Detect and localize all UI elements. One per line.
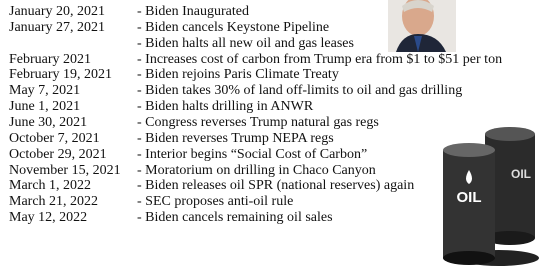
event: - Interior begins “Social Cost of Carbon… — [137, 147, 367, 163]
date: May 7, 2021 — [9, 83, 80, 99]
event: - Increases cost of carbon from Trump er… — [137, 52, 502, 68]
date: March 1, 2022 — [9, 178, 91, 194]
timeline-row: June 1, 2021 - Biden halts drilling in AN… — [0, 99, 539, 115]
timeline-row: March 1, 2022 - Biden releases oil SPR (n… — [0, 178, 539, 194]
date: February 2021 — [9, 52, 91, 68]
event: - Biden Inaugurated — [137, 4, 249, 20]
timeline-row: November 15, 2021 - Moratorium on drillin… — [0, 163, 539, 179]
date: May 12, 2022 — [9, 210, 87, 226]
timeline-row: January 27, 2021 - Biden cancels Keystone… — [0, 20, 539, 36]
timeline-row: March 21, 2022 - SEC proposes anti-oil ru… — [0, 194, 539, 210]
event: - Biden halts drilling in ANWR — [137, 99, 313, 115]
date: October 7, 2021 — [9, 131, 100, 147]
timeline-row: January 20, 2021 - Biden Inaugurated — [0, 4, 539, 20]
event: - Biden reverses Trump NEPA regs — [137, 131, 334, 147]
date: November 15, 2021 — [9, 163, 121, 179]
event: - Biden halts all new oil and gas leases — [137, 36, 354, 52]
timeline-row: - Biden halts all new oil and gas leases — [0, 36, 539, 52]
timeline-row: June 30, 2021 - Congress reverses Trump n… — [0, 115, 539, 131]
timeline-row: October 7, 2021 - Biden reverses Trump NE… — [0, 131, 539, 147]
event: - Biden takes 30% of land off-limits to … — [137, 83, 462, 99]
event: - Congress reverses Trump natural gas re… — [137, 115, 379, 131]
timeline-row: February 19, 2021 - Biden rejoins Paris C… — [0, 67, 539, 83]
event: - Biden cancels Keystone Pipeline — [137, 20, 329, 36]
date: June 30, 2021 — [9, 115, 87, 131]
event: - Moratorium on drilling in Chaco Canyon — [137, 163, 376, 179]
event: - Biden releases oil SPR (national reser… — [137, 178, 414, 194]
date: June 1, 2021 — [9, 99, 80, 115]
timeline-row: October 29, 2021 - Interior begins “Socia… — [0, 147, 539, 163]
date: March 21, 2022 — [9, 194, 98, 210]
event: - SEC proposes anti-oil rule — [137, 194, 293, 210]
timeline-row: May 12, 2022 - Biden cancels remaining oi… — [0, 210, 539, 226]
timeline-row: February 2021 - Increases cost of carbon … — [0, 52, 539, 68]
date: October 29, 2021 — [9, 147, 107, 163]
date: February 19, 2021 — [9, 67, 112, 83]
date: January 27, 2021 — [9, 20, 105, 36]
date: January 20, 2021 — [9, 4, 105, 20]
event: - Biden cancels remaining oil sales — [137, 210, 333, 226]
page: OIL OIL January 20, 2021- Biden Inaugura… — [0, 0, 539, 266]
timeline-row: May 7, 2021 - Biden takes 30% of land off… — [0, 83, 539, 99]
event: - Biden rejoins Paris Climate Treaty — [137, 67, 339, 83]
